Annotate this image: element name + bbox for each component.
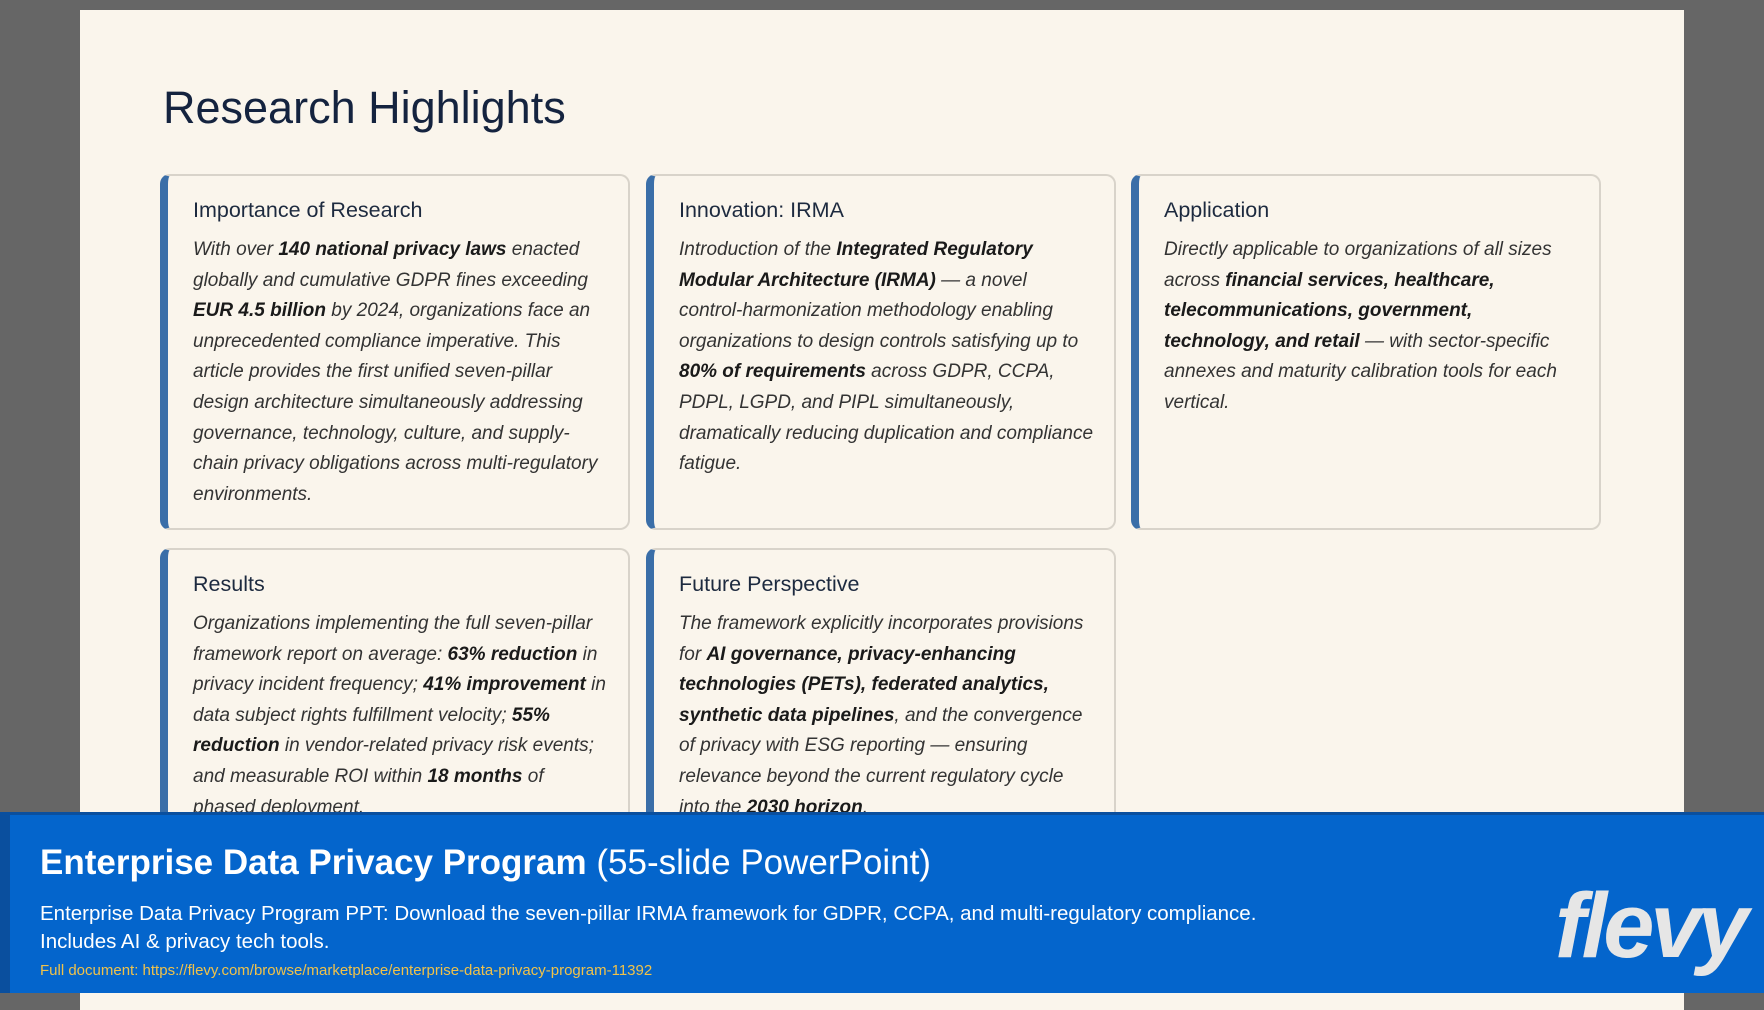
banner-url[interactable]: Full document: https://flevy.com/browse/… [40,962,653,979]
card-body: With over 140 national privacy laws enac… [193,235,608,510]
card: Innovation: IRMA Introduction of the Inte… [646,174,1116,530]
card-text: Directly applicable to organizations of … [1164,239,1552,291]
card-highlight: 41% improvement [423,674,586,696]
card-highlight: 140 national privacy laws [278,239,507,260]
card: Importance of Research With over 140 nati… [160,174,630,530]
card: Application Directly applicable to organi… [1131,174,1601,530]
card-text: by 2024, organizations face an unprecede… [193,300,598,505]
card-highlight: 18 months [427,765,523,787]
card-body: The framework explicitly incorporates pr… [679,609,1094,823]
card-highlight: EUR 4.5 billion [193,300,327,322]
card-text: With over [193,239,279,260]
card-text: across GDPR, CCPA, PDPL, LGPD, and PIPL … [679,361,1094,475]
card-text: Organizations implementing the full seve… [193,613,593,665]
banner-heading: Enterprise Data Privacy Program (55-slid… [40,843,931,883]
card-highlight: 80% of requirements [679,361,866,383]
card-text: Introduction of the [679,239,837,260]
card-body: Introduction of the Integrated Regulator… [679,235,1094,480]
card-highlight: 55% reduction [193,704,550,757]
card-title: Application [1164,198,1270,222]
card-text: enacted globally and cumulative GDPR fin… [193,239,588,291]
card-text: The framework explicitly incorporates pr… [679,613,1084,665]
card-highlight: AI governance, privacy-enhancing technol… [679,643,1049,726]
card-highlight: Integrated Regulatory Modular Architectu… [679,239,1033,291]
banner: Enterprise Data Privacy Program (55-slid… [0,812,1764,993]
card-text: — a novel control-harmonization methodol… [679,269,1079,352]
card-title: Future Perspective [679,572,860,596]
card-body: Organizations implementing the full seve… [193,609,608,823]
banner-subtitle: (55-slide PowerPoint) [596,843,931,882]
logo[interactable]: flevy [1555,875,1749,977]
card-title: Results [193,572,265,596]
card-highlight: financial services, healthcare, telecomm… [1164,269,1495,352]
banner-description: Enterprise Data Privacy Program PPT: Dow… [40,902,1257,953]
card-body: Directly applicable to organizations of … [1164,235,1579,419]
card-highlight: 63% reduction [447,643,578,665]
card-text: in privacy incident frequency; [193,643,598,696]
card-title: Importance of Research [193,198,423,222]
banner-title: Enterprise Data Privacy Program [40,843,587,882]
card-text: in vendor-related privacy risk events; a… [193,735,594,787]
card-title: Innovation: IRMA [679,198,844,222]
banner-stripe [0,815,10,993]
card-text: in data subject rights fulfillment veloc… [193,674,606,726]
card-text: — with sector-specific annexes and matur… [1164,330,1557,413]
slide-title: Research Highlights [163,82,566,133]
card-text: . [862,796,869,818]
